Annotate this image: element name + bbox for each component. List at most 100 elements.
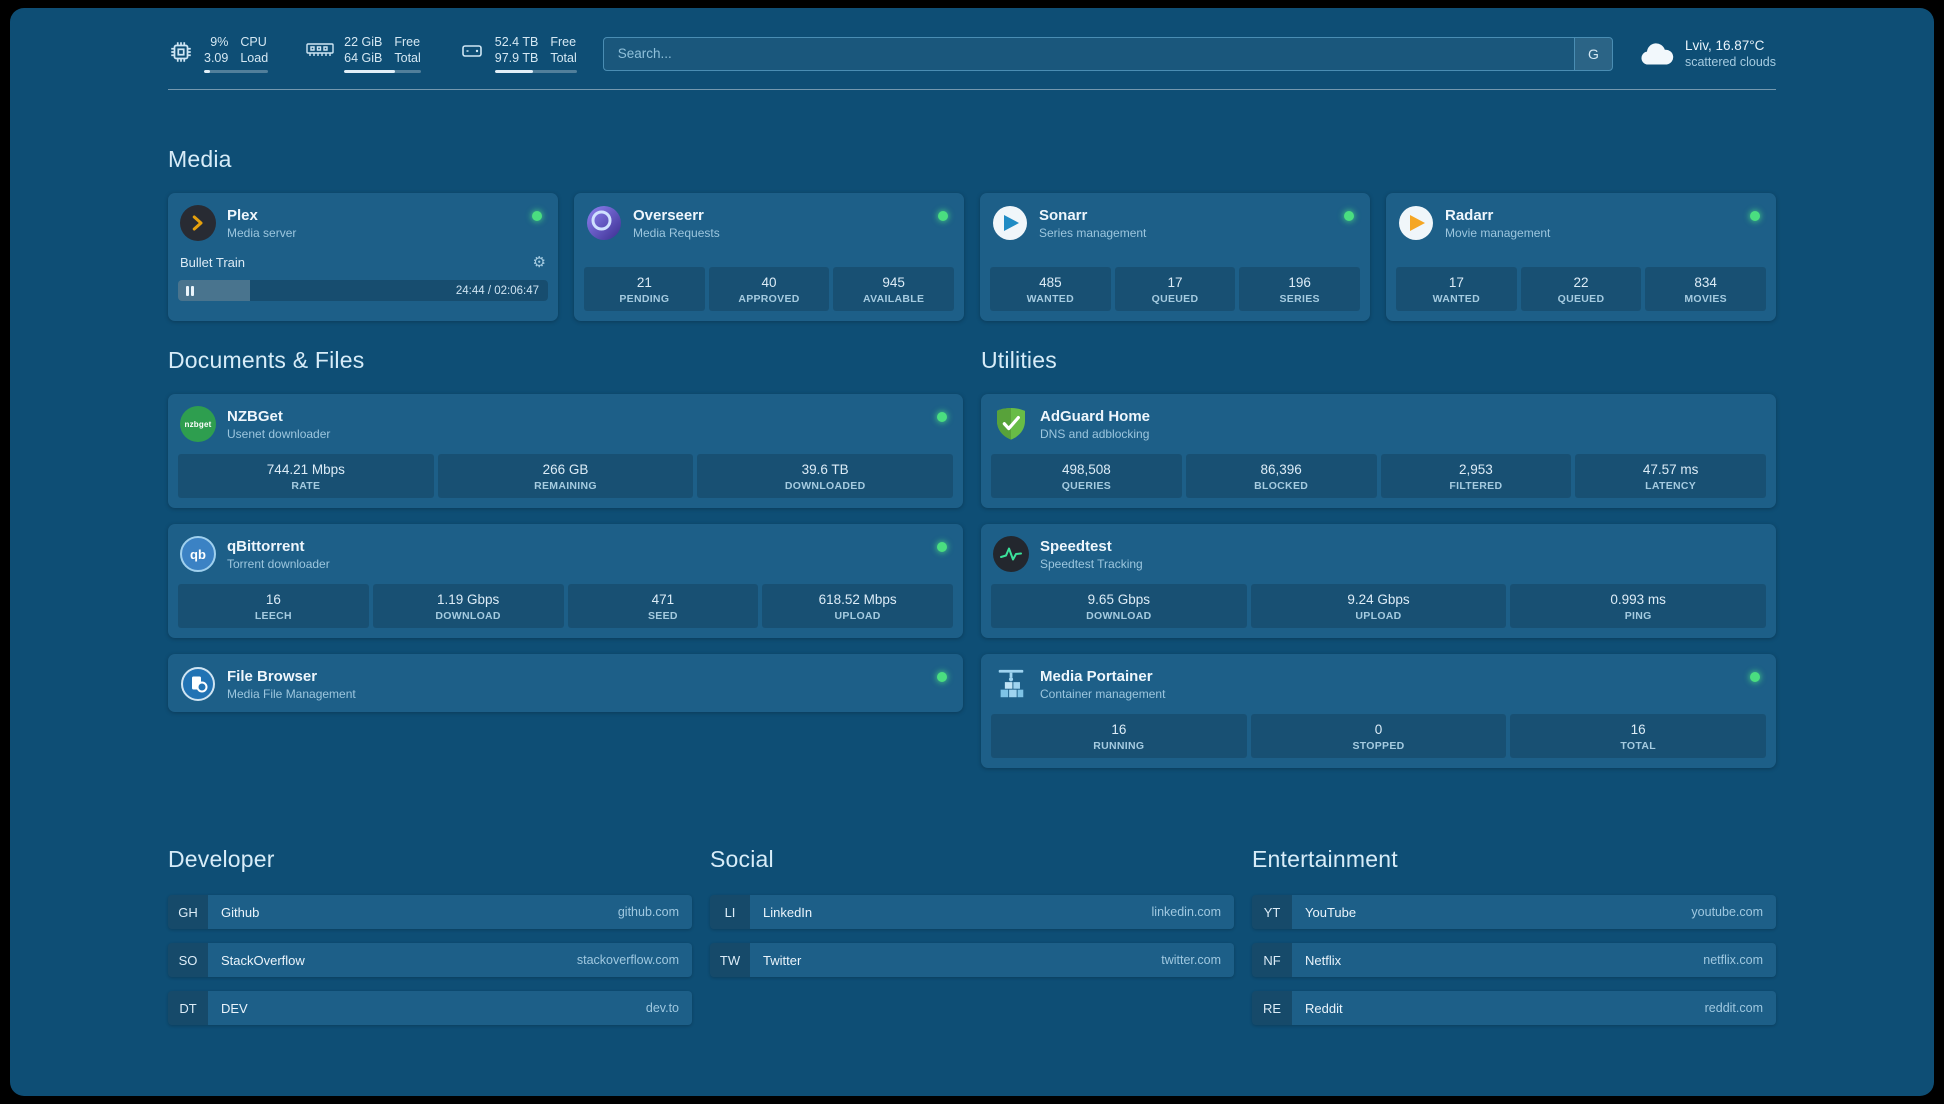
ram-usage-bar-fill [344, 70, 395, 73]
service-name: Radarr [1445, 206, 1494, 224]
section-title-documents: Documents & Files [168, 347, 365, 373]
stat-download: 9.65 Gbps DOWNLOAD [991, 584, 1247, 628]
stat-value: 618.52 Mbps [818, 592, 897, 607]
section-title-developer: Developer [168, 846, 275, 872]
service-name: qBittorrent [227, 537, 305, 555]
service-card-sonarr[interactable]: Sonarr Series management 485 WANTED 17 QUE… [980, 193, 1370, 321]
stat-value: 1.19 Gbps [436, 592, 500, 607]
stat-queued: 22 QUEUED [1520, 267, 1642, 311]
stat-label: WANTED [1432, 293, 1480, 305]
cpu-load-value: 3.09 [204, 51, 229, 65]
bookmark-netflix[interactable]: NF Netflix netflix.com [1252, 943, 1776, 977]
weather-location: Lviv, 16.87°C [1684, 38, 1765, 53]
sonarr-icon [992, 205, 1028, 241]
stat-running: 16 RUNNING [991, 714, 1247, 758]
playback-progress-bar[interactable]: 24:44 / 02:06:47 [178, 280, 548, 301]
bookmark-name: YouTube [1305, 904, 1357, 920]
service-stats: 16 LEECH 1.19 Gbps DOWNLOAD 471 SEED 618.52… [178, 572, 953, 628]
stat-remaining: 266 GB REMAINING [437, 454, 694, 498]
service-card-nzbget[interactable]: nzbget NZBGet Usenet downloader 744.21 M… [168, 394, 963, 508]
stat-label: QUERIES [1061, 480, 1112, 492]
stat-download: 1.19 Gbps DOWNLOAD [372, 584, 564, 628]
service-stats: 744.21 Mbps RATE 266 GB REMAINING 39.6 TB D… [178, 442, 953, 498]
service-card-adguard[interactable]: AdGuard Home DNS and adblocking 498,508 Q… [981, 394, 1776, 508]
stat-label: WANTED [1026, 293, 1074, 305]
ram-widget: 22 GiB 64 GiB Free Total [306, 34, 421, 73]
service-card-plex[interactable]: Plex Media server Bullet Train ⚙ 24:44 /… [168, 193, 558, 321]
bookmark-name: StackOverflow [221, 952, 305, 968]
topbar: 9% 3.09 CPU Load [168, 34, 1776, 73]
status-online-dot [1344, 211, 1354, 221]
filebrowser-icon [180, 666, 216, 702]
pause-icon[interactable] [186, 285, 194, 296]
status-online-dot [1750, 672, 1760, 682]
stat-queued: 17 QUEUED [1114, 267, 1236, 311]
stat-movies: 834 MOVIES [1645, 267, 1766, 311]
disk-icon [459, 34, 485, 63]
bookmark-github[interactable]: GH Github github.com [168, 895, 692, 929]
service-name: NZBGet [227, 407, 283, 425]
search-input[interactable] [603, 37, 1574, 70]
service-stats: 16 RUNNING 0 STOPPED 16 TOTAL [991, 702, 1766, 758]
service-subtitle: Media File Management [227, 686, 356, 701]
bookmark-abbr: SO [168, 943, 208, 977]
stat-value: 47.57 ms [1642, 462, 1699, 477]
service-subtitle: Speedtest Tracking [1040, 556, 1143, 571]
service-name: Sonarr [1039, 206, 1088, 224]
status-online-dot [937, 542, 947, 552]
qbittorrent-icon: qb [180, 536, 216, 572]
bookmark-stackoverflow[interactable]: SO StackOverflow stackoverflow.com [168, 943, 692, 977]
qbittorrent-icon-text: qb [190, 546, 206, 562]
nzbget-icon-text: nzbget [184, 419, 212, 429]
stat-value: 17 [1167, 275, 1183, 290]
service-name: AdGuard Home [1040, 407, 1151, 425]
ram-free-value: 22 GiB [344, 35, 383, 49]
service-card-radarr[interactable]: Radarr Movie management 17 WANTED 22 QUEUE… [1386, 193, 1776, 321]
stat-label: MOVIES [1684, 293, 1727, 305]
now-playing-title: Bullet Train [180, 254, 246, 270]
service-stats: 17 WANTED 22 QUEUED 834 MOVIES [1396, 255, 1766, 311]
service-card-portainer[interactable]: Media Portainer Container management 16 R… [981, 654, 1776, 768]
gear-icon[interactable]: ⚙ [532, 254, 546, 271]
stat-value: 39.6 TB [801, 462, 849, 477]
bookmark-dev[interactable]: DT DEV dev.to [168, 991, 692, 1025]
bookmark-domain: twitter.com [1161, 953, 1221, 967]
bookmark-youtube[interactable]: YT YouTube youtube.com [1252, 895, 1776, 929]
status-online-dot [532, 211, 542, 221]
stat-total: 16 TOTAL [1510, 714, 1766, 758]
bookmark-reddit[interactable]: RE Reddit reddit.com [1252, 991, 1776, 1025]
bookmark-linkedin[interactable]: LI LinkedIn linkedin.com [710, 895, 1234, 929]
service-card-speedtest[interactable]: Speedtest Speedtest Tracking 9.65 Gbps DO… [981, 524, 1776, 638]
bookmark-name: LinkedIn [763, 904, 813, 920]
bookmarks: Developer GH Github github.com SO StackO… [168, 846, 1776, 1039]
bookmark-domain: netflix.com [1703, 953, 1763, 967]
cpu-usage-bar-fill [204, 70, 210, 73]
stat-label: DOWNLOAD [435, 610, 501, 622]
stat-filtered: 2,953 FILTERED [1380, 454, 1572, 498]
stat-blocked: 86,396 BLOCKED [1185, 454, 1377, 498]
stat-value: 21 [636, 275, 652, 290]
portainer-icon [993, 666, 1029, 702]
bookmark-twitter[interactable]: TW Twitter twitter.com [710, 943, 1234, 977]
bookmark-domain: linkedin.com [1151, 905, 1221, 919]
stat-value: 9.24 Gbps [1347, 592, 1410, 607]
service-card-overseerr[interactable]: Overseerr Media Requests 21 PENDING 40 APP… [574, 193, 964, 321]
disk-usage-bar [494, 70, 577, 73]
stat-label: SERIES [1279, 293, 1320, 305]
disk-usage-bar-fill [494, 70, 534, 73]
dashboard: 9% 3.09 CPU Load [10, 8, 1934, 1096]
stat-value: 945 [882, 275, 905, 290]
stat-value: 266 GB [542, 462, 589, 477]
stat-leech: 16 LEECH [178, 584, 369, 628]
service-card-qbittorrent[interactable]: qb qBittorrent Torrent downloader 16 LEEC… [168, 524, 963, 638]
bookmark-group-social: Social LI LinkedIn linkedin.com TW Twitt… [710, 846, 1234, 1039]
stat-latency: 47.57 ms LATENCY [1575, 454, 1766, 498]
search-provider-button[interactable]: G [1573, 37, 1612, 70]
service-card-filebrowser[interactable]: File Browser Media File Management [168, 654, 963, 712]
bookmark-name: Netflix [1305, 952, 1342, 968]
bookmark-abbr: LI [710, 895, 750, 929]
cloud-icon [1639, 39, 1675, 69]
stat-label: DOWNLOAD [1086, 610, 1152, 622]
service-subtitle: Media Requests [633, 225, 720, 240]
bookmark-name: DEV [221, 1000, 248, 1016]
